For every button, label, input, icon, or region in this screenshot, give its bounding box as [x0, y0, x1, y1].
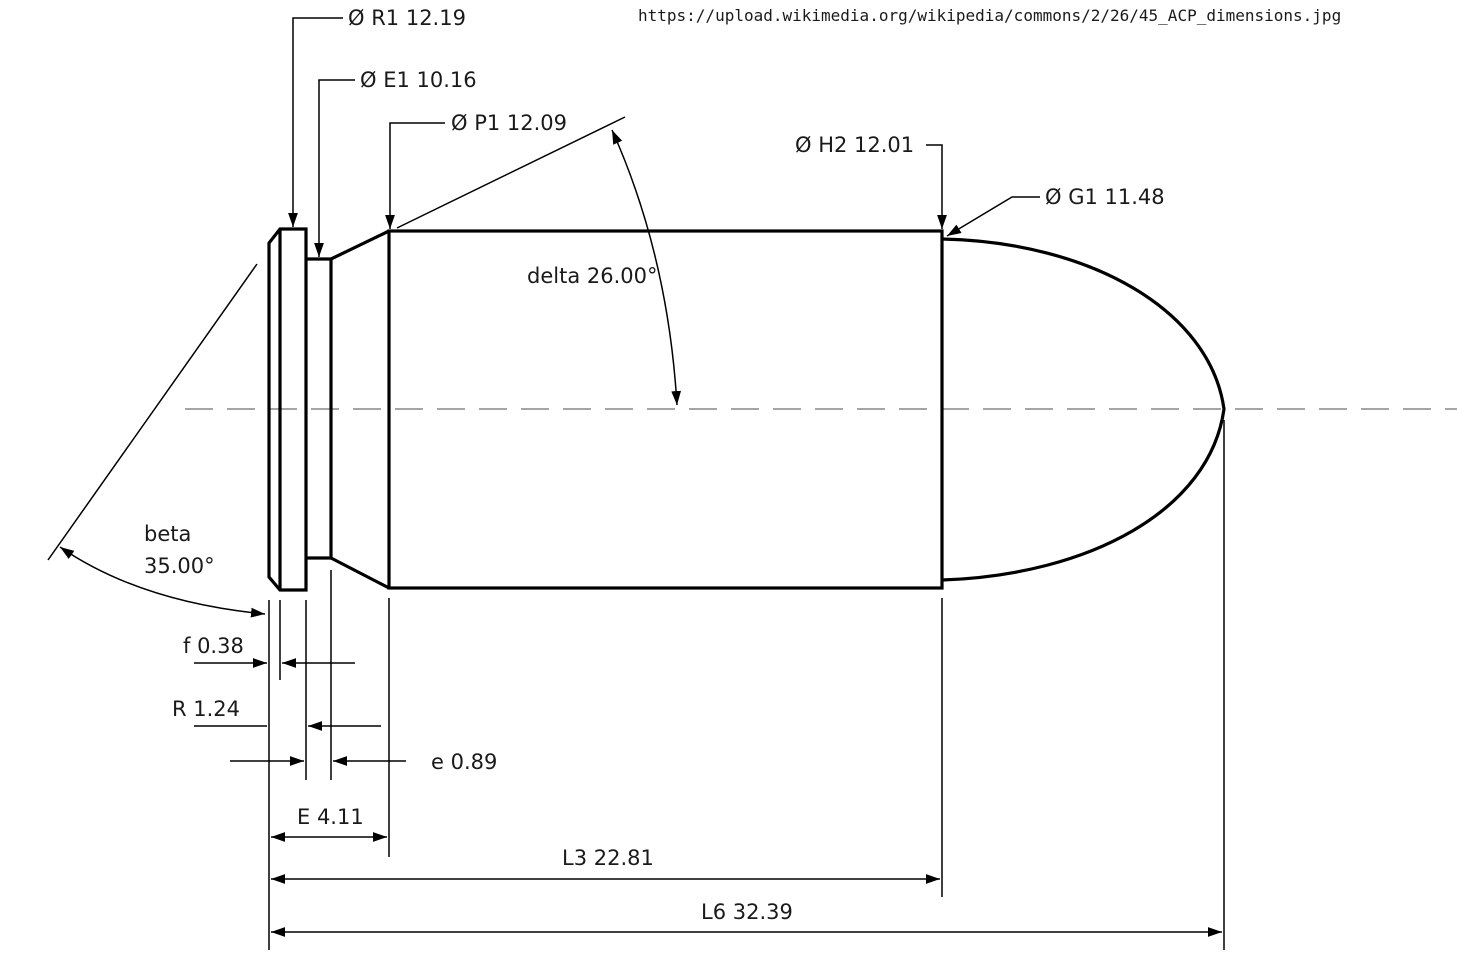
r1-dimension: Ø R1 12.19 [288, 6, 466, 227]
cartridge-outline [267, 227, 1226, 592]
extension-lines [268, 420, 1225, 950]
beta-dimension: beta 35.00° [47, 263, 266, 618]
e1-label: Ø E1 10.16 [360, 68, 477, 92]
delta-dimension: delta 26.00° [396, 116, 682, 406]
e1-dimension: Ø E1 10.16 [314, 68, 477, 257]
g1-label: Ø G1 11.48 [1045, 185, 1165, 209]
f-label: f 0.38 [183, 634, 244, 658]
e-dimension: e 0.89 [230, 750, 497, 774]
p1-dimension: Ø P1 12.09 [385, 111, 567, 229]
delta-label: delta 26.00° [527, 264, 657, 288]
h2-label: Ø H2 12.01 [795, 133, 914, 157]
bullet-ogive [941, 237, 1226, 582]
e-label: e 0.89 [431, 750, 497, 774]
big-e-dimension: E 4.11 [271, 805, 387, 842]
big-e-label: E 4.11 [297, 805, 364, 829]
r1-label: Ø R1 12.19 [348, 6, 466, 30]
source-url: https://upload.wikimedia.org/wikipedia/c… [638, 6, 1341, 25]
extractor-groove [306, 257, 333, 560]
l6-label: L6 32.39 [701, 900, 793, 924]
l3-label: L3 22.81 [562, 846, 654, 870]
f-dimension: f 0.38 [183, 634, 355, 668]
r-dimension: R 1.24 [172, 697, 381, 731]
beta-value-label: 35.00° [144, 554, 215, 578]
l6-dimension: L6 32.39 [271, 900, 1222, 937]
l3-dimension: L3 22.81 [271, 846, 940, 884]
h2-dimension: Ø H2 12.01 [795, 133, 947, 229]
case-taper [330, 229, 390, 590]
r-label: R 1.24 [172, 697, 240, 721]
p1-label: Ø P1 12.09 [451, 111, 567, 135]
g1-dimension: Ø G1 11.48 [946, 185, 1165, 237]
beta-name-label: beta [144, 522, 191, 546]
